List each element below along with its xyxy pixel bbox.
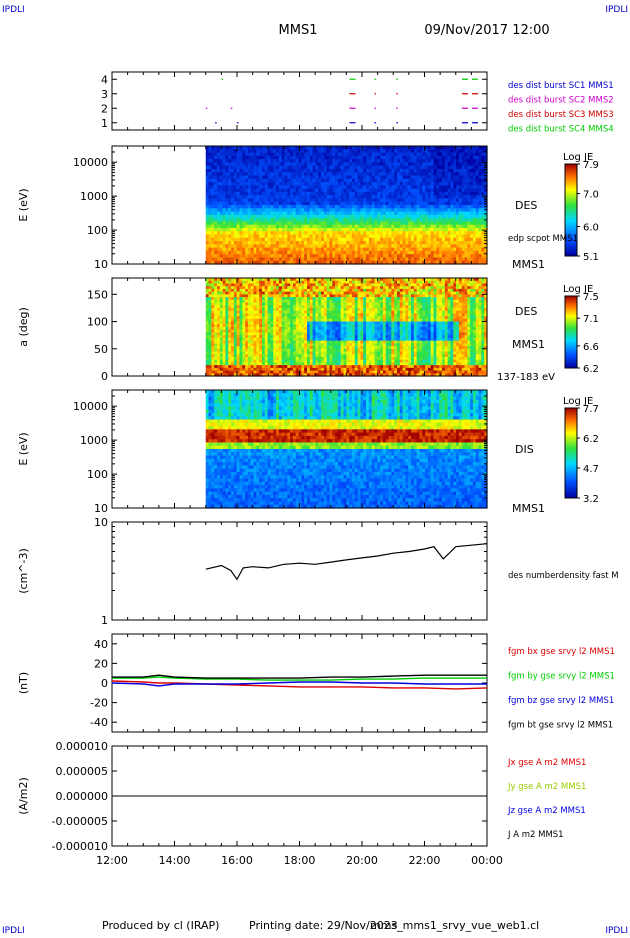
burst-legend-4: des dist burst SC4 MMS4 [508, 125, 614, 135]
des-energy-ytick-label: 1000 [80, 190, 108, 203]
des-energy-ytick-label: 10000 [73, 156, 108, 169]
corner-label-top-left: IPDLI [2, 5, 25, 15]
footer-filename: mms_mms1_srvy_vue_web1.cl [370, 919, 539, 932]
burst-legend-3: des dist burst SC3 MMS3 [508, 110, 614, 120]
des-pitch-cells [206, 278, 488, 377]
des-energy-ytick-label: 10 [94, 258, 108, 271]
burst-panel-ytick-label: 3 [101, 88, 108, 101]
des-energy-colorbar-tick-label: 6.0 [583, 222, 599, 233]
corner-label-bottom-right: IPDLI [605, 926, 628, 934]
mission-title: MMS1 [279, 23, 318, 38]
burst-panel-ytick-label: 4 [101, 73, 108, 86]
des-energy-cells [206, 146, 488, 265]
des-energy-instrument: DES [515, 199, 537, 212]
burst-panel-ytick-label: 1 [101, 117, 108, 130]
des-energy-ylabel: E (eV) [17, 188, 30, 221]
datetime-title: 09/Nov/2017 12:00 [424, 23, 549, 38]
corner-label-bottom-left: IPDLI [2, 926, 25, 934]
des-energy-scpot-label: edp scpot MMS1 [508, 234, 578, 244]
panels-layer: 1 23 4 des dist burst SC1 MMS1 des dist burs… [17, 72, 619, 867]
des-energy-colorbar-tick-label: 5.1 [583, 252, 599, 263]
footer-produced-by: Produced by cl (IRAP) [102, 919, 219, 932]
des-energy-colorbar-tick-label: 7.9 [583, 160, 599, 171]
corner-label-top-right: IPDLI [605, 5, 628, 15]
burst-panel-frame [112, 72, 487, 130]
burst-panel-ytick-label: 2 [101, 102, 108, 115]
des-energy-ytick-label: 100 [87, 224, 108, 237]
burst-legend-1: des dist burst SC1 MMS1 [508, 81, 614, 91]
burst-legend-2: des dist burst SC2 MMS2 [508, 96, 614, 106]
des-energy-spacecraft: MMS1 [512, 258, 545, 271]
des-energy-colorbar-tick-label: 7.0 [583, 190, 599, 201]
